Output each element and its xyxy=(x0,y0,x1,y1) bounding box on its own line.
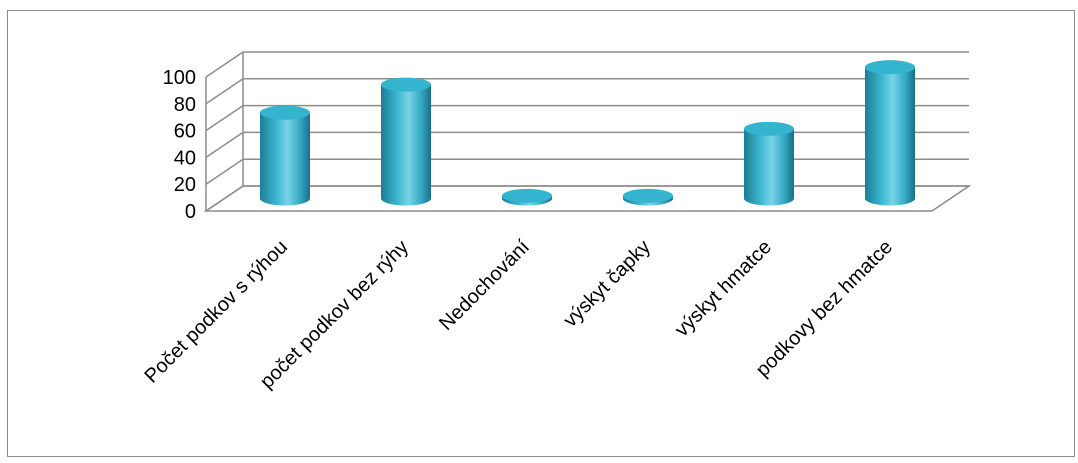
x-category-label: výskyt čapky xyxy=(559,236,655,332)
bars xyxy=(260,60,915,206)
gridline-side xyxy=(205,185,244,212)
gridline-side xyxy=(205,104,244,132)
x-category-label: podkovy bez hmatce xyxy=(752,236,897,381)
chart-floor xyxy=(203,185,972,212)
bar-top xyxy=(260,105,310,120)
y-tick-label: 0 xyxy=(185,201,196,223)
x-category-label: výskyt hmatce xyxy=(671,236,776,341)
bar-body xyxy=(744,128,794,206)
y-tick-label: 100 xyxy=(163,67,196,89)
y-tick-label: 60 xyxy=(174,121,196,143)
bar-body xyxy=(865,67,915,206)
bar xyxy=(623,188,673,206)
gridline-side xyxy=(205,78,244,105)
gridline-side xyxy=(205,158,244,185)
bar-body xyxy=(260,112,310,206)
bar xyxy=(381,77,431,206)
gridlines xyxy=(203,51,972,212)
gridline-side xyxy=(205,51,244,78)
bar-top xyxy=(865,60,915,75)
y-axis-tick-labels: 0 20 40 60 80 100 xyxy=(163,67,196,223)
bar xyxy=(744,121,794,206)
bar xyxy=(865,60,915,206)
x-category-label: Nedochování xyxy=(435,236,534,335)
y-tick-label: 80 xyxy=(174,94,196,116)
y-tick-label: 40 xyxy=(174,147,196,169)
bar-top xyxy=(381,77,431,92)
y-tick-label: 20 xyxy=(174,174,196,196)
bar xyxy=(260,105,310,206)
gridline-side xyxy=(205,131,244,159)
bar-body xyxy=(381,84,431,206)
bar-top xyxy=(502,188,552,203)
bar xyxy=(502,188,552,206)
bar-top xyxy=(623,188,673,203)
bar-top xyxy=(744,121,794,136)
